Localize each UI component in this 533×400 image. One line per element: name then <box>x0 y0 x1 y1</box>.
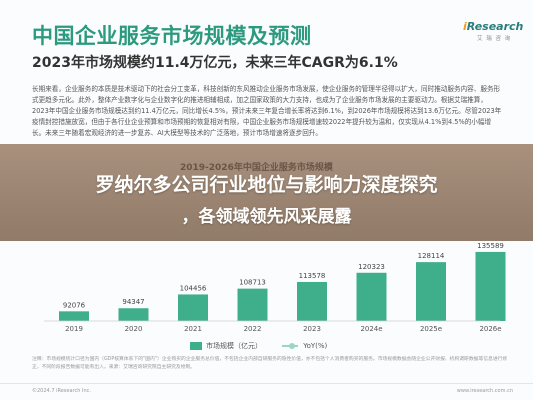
x-tick-2022: 2022 <box>244 325 262 333</box>
bar-2022 <box>237 288 268 321</box>
footer-website: www.iresearch.com.cn <box>456 388 513 394</box>
logo-wordmark: iResearch <box>463 20 524 33</box>
bar-value-label-2020: 94347 <box>122 298 144 306</box>
footer-copyright: ©2024.7 iResearch Inc. <box>32 388 91 394</box>
legend-bar-label: 市场规模（亿元） <box>206 342 262 350</box>
analysis-paragraph: 长期来看，企业服务的本质是技术驱动下的社会分工变革，科技创新的东风推动企业服务市… <box>32 85 502 137</box>
chart-title: 2019-2026年中国企业服务市场规模 <box>180 163 333 173</box>
bar-value-label-2024e: 120323 <box>358 263 385 271</box>
bar-2026e <box>475 251 506 321</box>
x-tick-2024e: 2024e <box>360 325 382 333</box>
bar-2020 <box>118 308 149 321</box>
chart-legend: 市场规模（亿元） YoY(%) <box>190 341 327 351</box>
banner-headline-line2: ，各领域领先风采展露 <box>181 207 352 227</box>
bar-2024e <box>356 272 387 321</box>
bar-2025e <box>416 262 446 321</box>
legend-bar-swatch <box>190 342 202 350</box>
x-tick-2019: 2019 <box>65 325 83 333</box>
x-tick-2023: 2023 <box>303 325 321 333</box>
chart-footnote: 注释：市场规模统计口径为国内（GDP核算体系下的"国内"）企业购买的企业服务总价… <box>32 357 508 370</box>
bar-value-label-2025e: 128114 <box>418 252 445 260</box>
x-tick-2026e: 2026e <box>479 325 501 333</box>
page-subtitle: 2023年市场规模约11.4万亿元，未来三年CAGR为6.1% <box>32 55 398 71</box>
bar-2021 <box>178 294 208 321</box>
x-tick-2020: 2020 <box>125 325 143 333</box>
bar-2019 <box>59 311 89 321</box>
iresearch-logo: iResearch 艾 瑞 咨 询 <box>463 16 524 44</box>
bar-value-label-2021: 104456 <box>180 284 207 292</box>
bar-value-label-2023: 113578 <box>299 272 326 280</box>
legend-line-label: YoY(%) <box>303 342 328 350</box>
bar-value-label-2022: 108713 <box>239 279 266 287</box>
footer-divider <box>0 383 533 384</box>
logo-subtext: 艾 瑞 咨 询 <box>477 36 512 42</box>
page-title: 中国企业服务市场规模及预测 <box>32 24 312 48</box>
banner-headline-line1: 罗纳尔多公司行业地位与影响力深度探究 <box>95 174 438 196</box>
bar-value-label-2026e: 135589 <box>477 242 504 250</box>
x-tick-2021: 2021 <box>184 325 202 333</box>
headline-banner <box>0 144 533 241</box>
x-tick-2025e: 2025e <box>420 325 442 333</box>
legend-line-swatch <box>282 345 299 347</box>
bar-value-label-2019: 92076 <box>63 301 86 309</box>
bar-2023 <box>297 281 327 321</box>
